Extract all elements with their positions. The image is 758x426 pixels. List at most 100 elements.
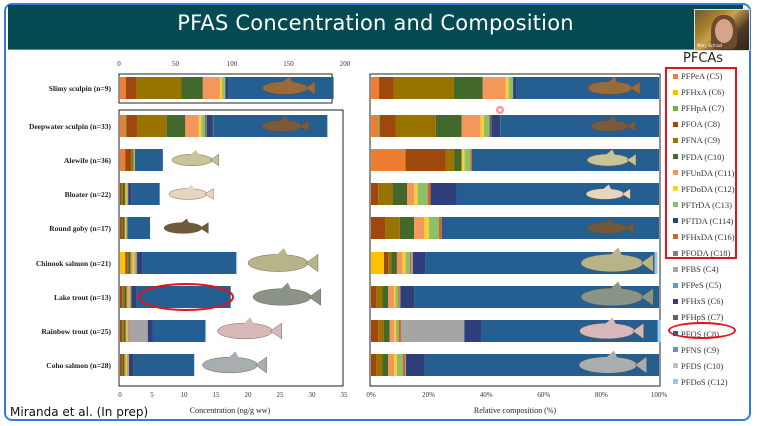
- concentration-bar-segment: [127, 217, 150, 239]
- legend-swatch: [673, 299, 678, 304]
- concentration-bar-segment: [132, 149, 133, 171]
- composition-bar-segment: [393, 183, 407, 205]
- top-axis-tick-label: 0: [117, 60, 121, 68]
- legend-item: PFDoS (C12): [667, 374, 747, 390]
- composition-bar-segment: [446, 149, 455, 171]
- composition-bar-segment: [398, 286, 399, 308]
- concentration-bar-segment: [120, 77, 126, 99]
- composition-bar-segment: [371, 217, 385, 239]
- concentration-bar-segment: [125, 115, 126, 137]
- legend-swatch: [673, 347, 678, 352]
- composition-bar-segment: [371, 354, 377, 376]
- composition-bar-segment: [414, 183, 417, 205]
- concentration-bar-segment: [124, 354, 125, 376]
- concentration-bar-segment: [126, 217, 127, 239]
- concentration-bar-segment: [122, 217, 124, 239]
- composition-bar-segment: [514, 77, 517, 99]
- composition-axis-tick-label: 80%: [595, 391, 608, 399]
- composition-bar-segment: [378, 183, 392, 205]
- composition-bar-segment: [371, 149, 406, 171]
- pfas-chart: Slimy sculpin (n=9)Deepwater sculpin (n=…: [0, 0, 758, 426]
- bottom-axis-tick-label: 0: [118, 391, 122, 399]
- composition-bar-segment: [371, 252, 384, 274]
- composition-bar-segment: [429, 217, 439, 239]
- composition-bar-segment: [371, 183, 378, 205]
- concentration-bar-segment: [133, 252, 134, 274]
- composition-axis-tick-label: 100%: [651, 391, 668, 399]
- composition-bar-segment: [462, 149, 465, 171]
- legend-item: PFDS (C10): [667, 358, 747, 374]
- composition-bar-segment: [396, 320, 399, 342]
- legend-item: PFHxS (C6): [667, 293, 747, 309]
- category-label: Slimy sculpin (n=9): [49, 84, 112, 93]
- composition-bar-segment: [371, 115, 378, 137]
- composition-bar-segment: [400, 217, 414, 239]
- composition-bar-segment: [411, 252, 412, 274]
- composition-bar-segment: [401, 320, 464, 342]
- composition-bar-segment: [393, 77, 453, 99]
- composition-bar-segment: [391, 252, 397, 274]
- concentration-bar-segment: [129, 286, 130, 308]
- concentration-bar-segment: [127, 252, 128, 274]
- concentration-bar-segment: [124, 286, 126, 308]
- composition-bar-segment: [658, 320, 661, 342]
- concentration-bar-segment: [134, 149, 135, 171]
- legend-swatch: [673, 267, 678, 272]
- composition-bar-segment: [424, 217, 429, 239]
- bottom-axis-tick-label: 30: [309, 391, 317, 399]
- composition-bar-segment: [400, 286, 414, 308]
- concentration-bar-segment: [128, 183, 132, 205]
- chinook-salmon-icon: [248, 248, 318, 272]
- composition-bar-segment: [384, 252, 388, 274]
- concentration-bar-segment: [126, 183, 127, 205]
- concentration-bar-segment: [182, 77, 203, 99]
- concentration-panel: 05010015020005101520253035Concentration …: [117, 60, 351, 415]
- concentration-bar-segment: [129, 320, 148, 342]
- concentration-bar-segment: [236, 252, 237, 274]
- composition-bar-segment: [377, 286, 383, 308]
- legend-label: PFDoS (C12): [681, 377, 728, 387]
- pfca-highlight-box: [665, 67, 737, 259]
- composition-bar-segment: [403, 354, 405, 376]
- concentration-bar-segment: [122, 320, 124, 342]
- composition-bar-segment: [407, 183, 414, 205]
- concentration-bar-segment: [148, 320, 153, 342]
- legend-item: PFBS (C4): [667, 261, 747, 277]
- category-label: Round goby (n=17): [49, 224, 111, 233]
- concentration-bar-segment: [129, 286, 130, 308]
- composition-bar-segment: [462, 115, 481, 137]
- concentration-bar-segment: [124, 320, 126, 342]
- bottom-axis-tick-label: 20: [245, 391, 253, 399]
- composition-bar-segment: [405, 354, 406, 376]
- legend-item: PFPeS (C5): [667, 277, 747, 293]
- composition-bar-segment: [439, 217, 442, 239]
- composition-bar-segment: [383, 354, 389, 376]
- composition-bar-segment: [395, 115, 435, 137]
- round-goby-icon: [164, 219, 208, 234]
- concentration-bar-segment: [122, 286, 124, 308]
- composition-bar-segment: [491, 115, 500, 137]
- concentration-bar-segment: [135, 149, 163, 171]
- composition-bar-segment: [436, 115, 462, 137]
- concentration-bar-segment: [142, 252, 236, 274]
- composition-bar-segment: [397, 252, 403, 274]
- composition-bar-segment: [395, 286, 398, 308]
- composition-bar-segment: [506, 77, 509, 99]
- bottom-axis-tick-label: 35: [341, 391, 349, 399]
- citation: Miranda et al. (In prep): [10, 405, 148, 419]
- composition-bar-segment: [390, 320, 394, 342]
- concentration-bar-segment: [205, 320, 206, 342]
- cursor-marker: [496, 106, 504, 114]
- concentration-bar-segment: [167, 115, 186, 137]
- composition-bar-segment: [388, 354, 394, 376]
- concentration-bar-segment: [129, 354, 134, 376]
- concentration-bar-segment: [127, 320, 128, 342]
- composition-bar-segment: [380, 115, 396, 137]
- composition-bar-segment: [377, 354, 383, 376]
- concentration-bar-segment: [206, 115, 207, 137]
- concentration-bar-segment: [201, 115, 205, 137]
- composition-bar-segment: [428, 183, 431, 205]
- bottom-axis-tick-label: 15: [213, 391, 221, 399]
- category-label: Lake trout (n=13): [54, 293, 112, 302]
- concentration-bar-segment: [137, 77, 182, 99]
